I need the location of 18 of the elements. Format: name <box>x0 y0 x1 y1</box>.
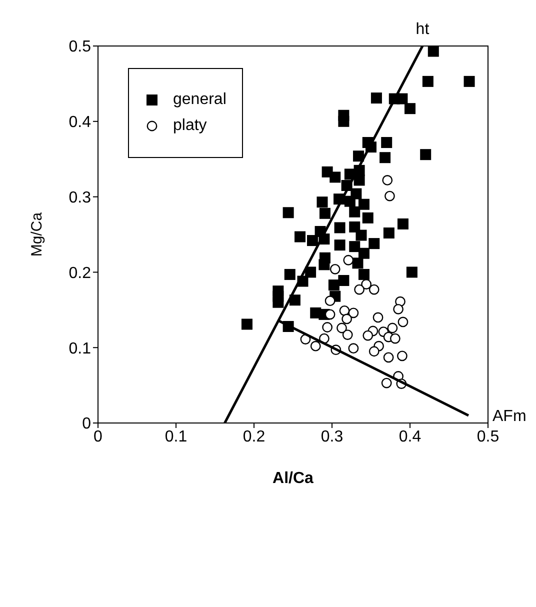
x-tick-label: 0.4 <box>398 428 422 446</box>
x-tick-label: 0.5 <box>476 428 500 446</box>
legend-label: platy <box>173 117 207 135</box>
y-tick-label: 0.5 <box>68 38 92 56</box>
legend-label: general <box>173 91 226 109</box>
x-tick-label: 0.2 <box>242 428 266 446</box>
y-tick-label: 0.2 <box>68 264 92 282</box>
x-tick-label: 0.1 <box>164 428 188 446</box>
y-axis-title: Mg/Ca <box>28 212 46 257</box>
y-tick-label: 0.3 <box>68 189 92 206</box>
x-tick-label: 0 <box>94 428 103 446</box>
y-tick-label: 0.4 <box>68 114 92 132</box>
annotation: AFm <box>492 408 526 426</box>
x-axis-title: Al/Ca <box>272 470 314 487</box>
y-tick-label: 0.1 <box>68 340 92 358</box>
annotation: ht <box>416 21 430 38</box>
x-tick-label: 0.3 <box>320 428 344 446</box>
y-tick-label: 0 <box>82 416 92 433</box>
